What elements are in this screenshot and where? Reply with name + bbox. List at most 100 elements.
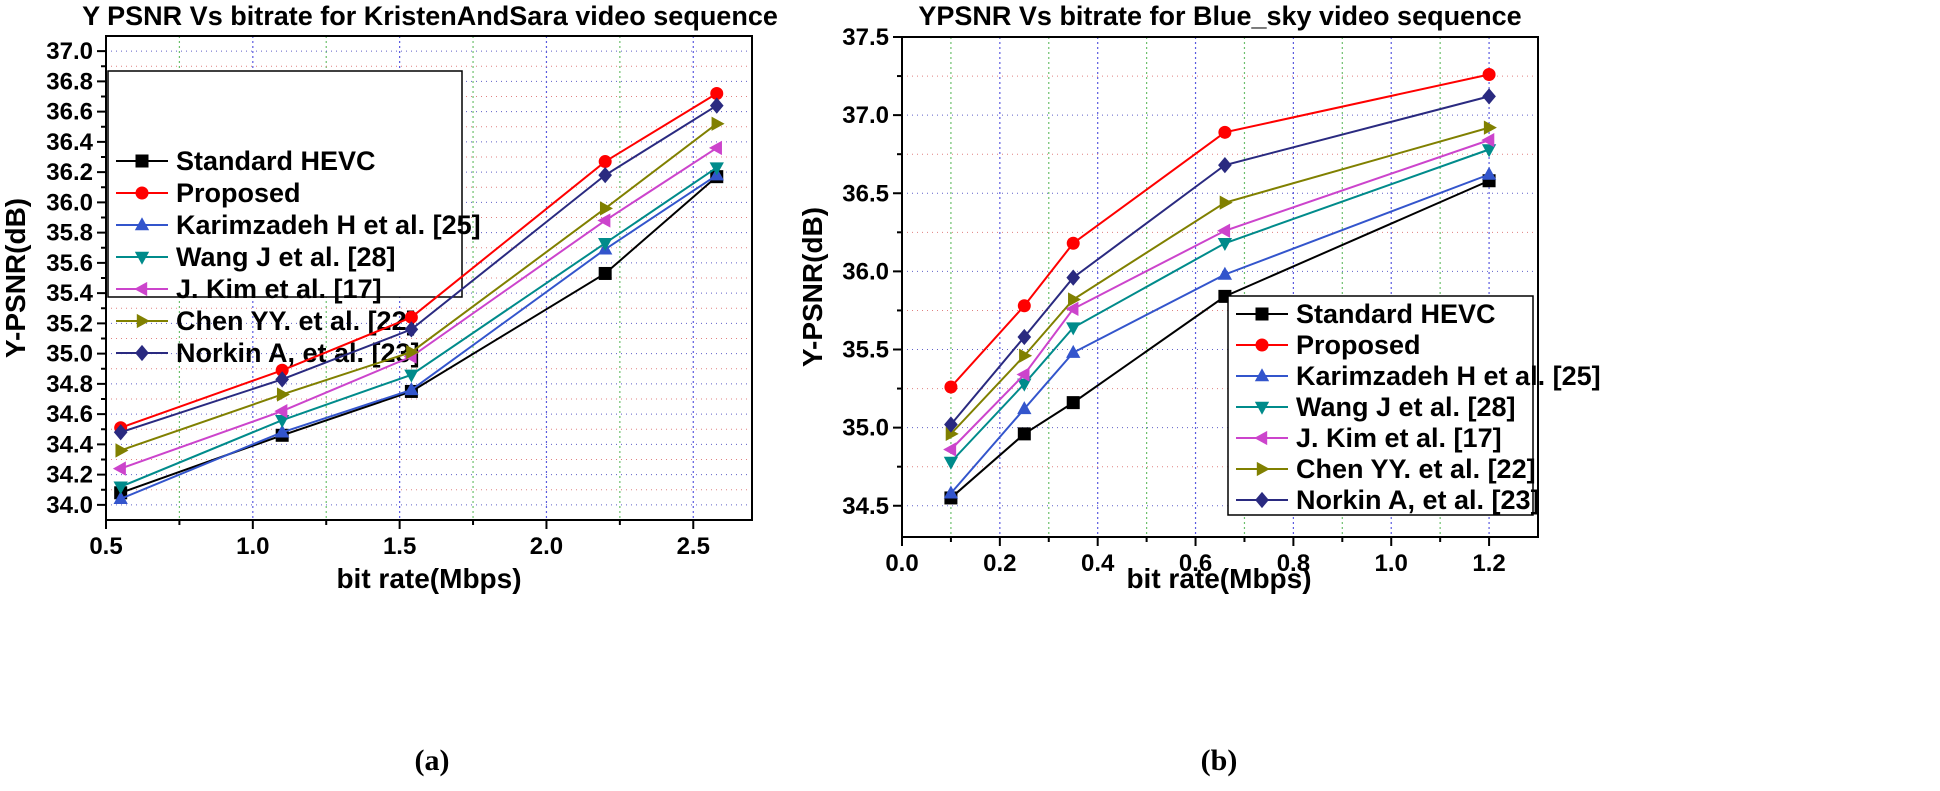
series-norkin-a-et-al-23 [113, 97, 724, 441]
data-point [275, 363, 289, 377]
chart-title: YPSNR Vs bitrate for Blue_sky video sequ… [918, 1, 1521, 31]
legend-item-standard-hevc: Standard HEVC [1236, 299, 1496, 329]
legend-item-j-kim-et-al-17: J. Kim et al. [17] [1236, 423, 1502, 453]
legend-item-karimzadeh-h-et-al-25: Karimzadeh H et al. [25] [116, 210, 481, 240]
panel-label: (b) [1201, 744, 1238, 777]
legend-marker [136, 313, 150, 329]
x-tick-label: 1.5 [383, 533, 416, 560]
legend-label: Proposed [1296, 330, 1421, 360]
data-point [1219, 195, 1233, 210]
series-proposed [944, 68, 1496, 394]
x-tick-label: 0.0 [885, 550, 918, 577]
data-point [276, 387, 290, 402]
y-tick-label: 36.6 [46, 99, 93, 126]
y-tick-label: 34.0 [46, 492, 93, 519]
legend-marker [134, 281, 148, 297]
x-tick-label: 0.6 [1179, 550, 1212, 577]
legend-label: Karimzadeh H et al. [25] [1296, 361, 1601, 391]
data-point [1065, 301, 1079, 317]
series-norkin-a-et-al-23 [944, 88, 1496, 433]
data-point [710, 86, 724, 100]
data-point [1017, 378, 1032, 392]
legend-box [107, 70, 463, 298]
panel-label: (a) [415, 744, 450, 777]
data-point [1218, 125, 1232, 139]
y-axis: 34.5 35.0 35.5 36.0 36.5 37.0 37.5 [842, 24, 902, 520]
legend-label: Proposed [176, 178, 301, 208]
legend-item-proposed: Proposed [116, 178, 301, 208]
data-point [1019, 348, 1033, 363]
y-tick-label: 35.2 [46, 310, 93, 337]
y-tick-label: 34.8 [46, 371, 93, 398]
data-point [1482, 88, 1496, 105]
y-axis-label: Y-PSNR(dB) [797, 207, 828, 367]
data-point [112, 461, 126, 476]
y-tick-label: 36.2 [46, 159, 93, 186]
data-point [1066, 396, 1080, 410]
legend-marker [135, 154, 149, 168]
y-tick-label: 36.8 [46, 68, 93, 95]
data-point [711, 116, 725, 131]
data-point [944, 416, 958, 433]
series-j-kim-et-al-17 [112, 140, 722, 476]
x-tick-label: 1.0 [236, 533, 269, 560]
y-tick-label: 37.5 [842, 24, 889, 51]
data-point [404, 310, 418, 324]
legend-label: Karimzadeh H et al. [25] [176, 210, 481, 240]
x-tick-label: 0.2 [983, 550, 1016, 577]
x-tick-label: 0.4 [1081, 550, 1115, 577]
data-point [275, 371, 290, 388]
x-axis-label: bit rate(Mbps) [336, 563, 521, 594]
legend-marker [1254, 401, 1270, 415]
data-point [1017, 427, 1031, 441]
legend-item-j-kim-et-al-17: J. Kim et al. [17] [116, 274, 382, 304]
data-point [113, 491, 128, 505]
legend-label: J. Kim et al. [17] [1296, 423, 1502, 453]
y-tick-label: 34.5 [842, 493, 889, 520]
legend-label: Norkin A, et al. [23] [1296, 485, 1540, 515]
y-tick-label: 36.4 [46, 129, 93, 156]
x-axis-label: bit rate(Mbps) [1126, 563, 1311, 594]
data-point [1068, 292, 1082, 307]
data-point [1017, 299, 1031, 313]
legend-marker [135, 186, 149, 200]
data-point [1481, 144, 1497, 158]
legend-item-chen-yy-et-al-22: Chen YY. et al. [22] [1236, 454, 1536, 484]
data-point [1481, 132, 1495, 148]
legend-label: J. Kim et al. [17] [176, 274, 382, 304]
legend-label: Standard HEVC [1296, 299, 1496, 329]
data-point [1217, 238, 1233, 252]
legend-item-wang-j-et-al-28: Wang J et al. [28] [116, 242, 396, 272]
y-tick-label: 36.5 [842, 180, 889, 207]
plot-frame [901, 36, 1539, 538]
data-point [598, 167, 613, 184]
data-point [1017, 328, 1032, 346]
data-point [274, 403, 288, 419]
data-point [1066, 236, 1080, 250]
legend-item-standard-hevc: Standard HEVC [116, 146, 376, 176]
data-point [599, 201, 613, 216]
x-tick-label: 2.5 [677, 533, 710, 560]
y-tick-label: 35.6 [46, 250, 93, 277]
legend-marker [1256, 461, 1270, 477]
chart-b: YPSNR Vs bitrate for Blue_sky video sequ… [797, 1, 1601, 777]
data-point [1218, 157, 1232, 174]
data-point [404, 382, 419, 396]
data-point [1017, 401, 1032, 415]
y-tick-label: 35.0 [46, 341, 93, 368]
series-chen-yy-et-al-22 [115, 116, 725, 458]
legend-marker [1255, 491, 1269, 509]
y-tick-label: 34.4 [46, 431, 93, 458]
legend-marker [1254, 368, 1270, 382]
data-point [404, 321, 419, 338]
data-point [1066, 269, 1081, 286]
legend-item-karimzadeh-h-et-al-25: Karimzadeh H et al. [25] [1236, 361, 1601, 391]
y-tick-label: 36.0 [842, 258, 889, 285]
data-point [1016, 367, 1030, 382]
series-wang-j-et-al-28 [943, 144, 1497, 470]
y-tick-label: 35.0 [842, 415, 889, 442]
legend-item-chen-yy-et-al-22: Chen YY. et al. [22] [116, 306, 416, 336]
series-proposed [114, 86, 724, 435]
